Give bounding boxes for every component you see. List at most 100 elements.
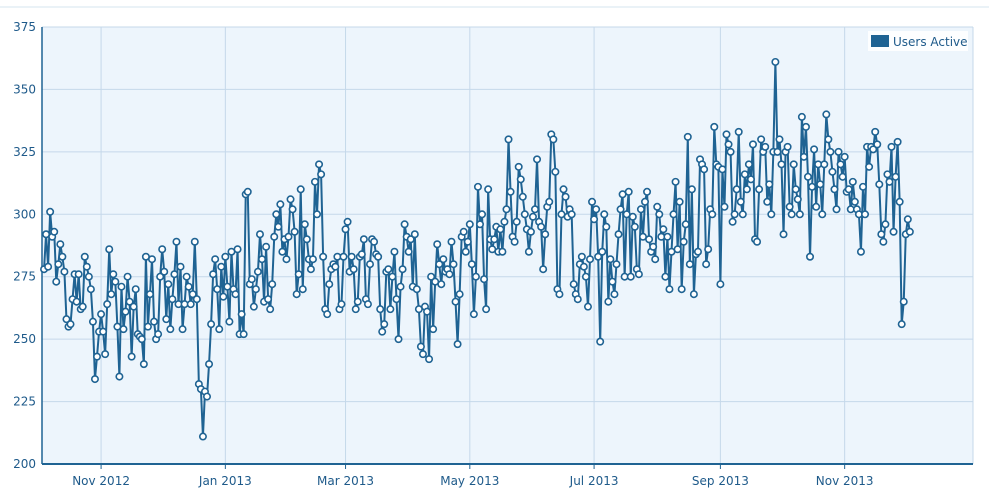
data-point: [52, 277, 61, 286]
data-point: [221, 252, 230, 261]
data-point: [512, 217, 521, 226]
data-point: [258, 255, 267, 264]
data-point: [787, 210, 796, 219]
data-point: [93, 352, 102, 361]
data-point: [54, 260, 63, 269]
data-point: [158, 245, 167, 254]
data-point: [742, 185, 751, 194]
data-point: [469, 310, 478, 319]
data-point: [473, 182, 482, 191]
y-tick-label: 300: [13, 207, 36, 221]
data-point: [490, 235, 499, 244]
data-point: [710, 122, 719, 131]
data-point: [588, 197, 597, 206]
data-point: [838, 172, 847, 181]
x-tick-label: May 2013: [440, 474, 499, 488]
data-point: [718, 165, 727, 174]
data-point: [700, 165, 709, 174]
data-point: [390, 247, 399, 256]
data-point: [905, 227, 914, 236]
data-point: [219, 292, 228, 301]
data-point: [861, 210, 870, 219]
data-point: [877, 230, 886, 239]
data-point: [524, 247, 533, 256]
data-point: [879, 237, 888, 246]
data-point: [435, 260, 444, 269]
data-point: [50, 227, 59, 236]
data-point: [655, 210, 664, 219]
data-point: [453, 340, 462, 349]
data-point: [881, 220, 890, 229]
data-point: [808, 182, 817, 191]
data-point: [386, 305, 395, 314]
data-point: [198, 432, 207, 441]
data-point: [72, 297, 81, 306]
data-point: [209, 270, 218, 279]
data-point: [86, 285, 95, 294]
data-point: [496, 225, 505, 234]
data-point: [753, 237, 762, 246]
data-point: [459, 227, 468, 236]
data-point: [498, 247, 507, 256]
data-point: [225, 317, 234, 326]
data-point: [105, 245, 114, 254]
data-point: [708, 210, 717, 219]
data-point: [44, 262, 53, 271]
x-tick-label: Nov 2012: [72, 474, 130, 488]
data-point: [537, 222, 546, 231]
data-point: [484, 185, 493, 194]
data-point: [211, 255, 220, 264]
data-point: [239, 330, 248, 339]
data-point: [184, 282, 193, 291]
data-point: [103, 300, 112, 309]
data-point: [451, 297, 460, 306]
data-point: [789, 160, 798, 169]
data-point: [308, 255, 317, 264]
data-point: [82, 262, 91, 271]
data-point: [514, 162, 523, 171]
data-point: [46, 207, 55, 216]
data-point: [903, 215, 912, 224]
data-point: [689, 290, 698, 299]
data-point: [663, 232, 672, 241]
data-point: [337, 300, 346, 309]
data-point: [145, 290, 154, 299]
data-point: [156, 272, 165, 281]
data-point: [341, 225, 350, 234]
data-point: [899, 297, 908, 306]
data-point: [302, 235, 311, 244]
data-point: [641, 197, 650, 206]
data-point: [231, 290, 240, 299]
data-point: [673, 245, 682, 254]
data-point: [822, 110, 831, 119]
data-point: [773, 147, 782, 156]
data-point: [581, 272, 590, 281]
data-point: [396, 282, 405, 291]
data-point: [740, 170, 749, 179]
data-point: [850, 197, 859, 206]
data-point: [895, 197, 904, 206]
data-point: [797, 112, 806, 121]
data-point: [465, 220, 474, 229]
x-tick-label: Nov 2013: [816, 474, 874, 488]
data-point: [255, 230, 264, 239]
data-point: [767, 210, 776, 219]
data-point: [97, 310, 106, 319]
data-point: [506, 187, 515, 196]
data-point: [127, 352, 136, 361]
data-point: [683, 132, 692, 141]
data-point: [272, 210, 281, 219]
data-point: [541, 230, 550, 239]
data-point: [630, 222, 639, 231]
data-point: [828, 167, 837, 176]
data-point: [323, 310, 332, 319]
y-tick-label: 350: [13, 82, 36, 96]
data-point: [614, 230, 623, 239]
data-point: [237, 310, 246, 319]
data-point: [176, 262, 185, 271]
data-point: [528, 212, 537, 221]
data-point: [539, 265, 548, 274]
data-point: [795, 210, 804, 219]
data-point: [471, 272, 480, 281]
data-point: [645, 235, 654, 244]
